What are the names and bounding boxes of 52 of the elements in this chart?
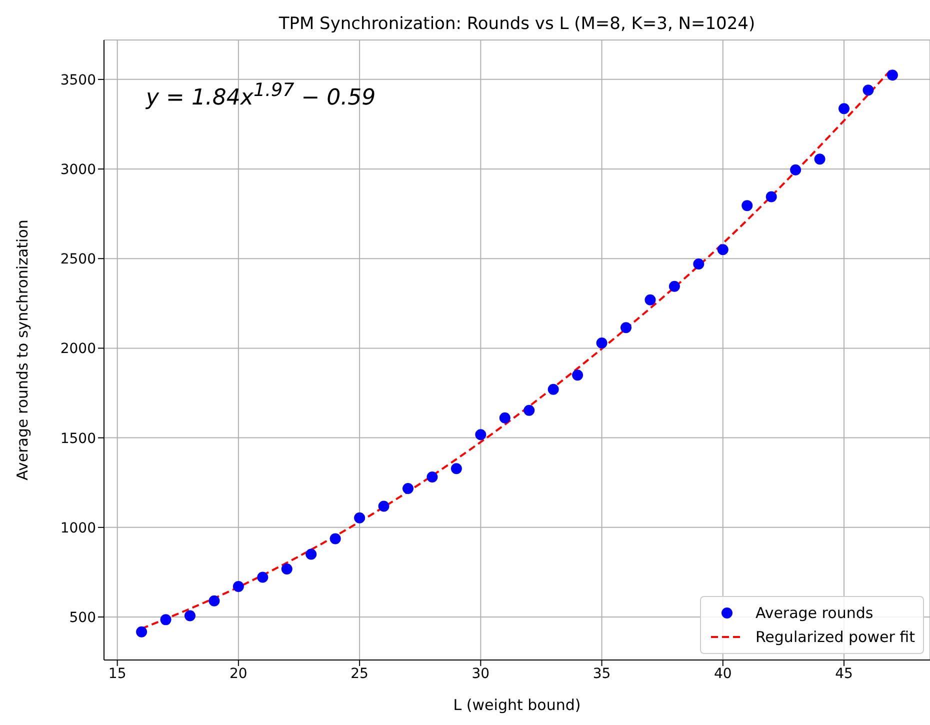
y-axis-title: Average rounds to synchronization [13,220,32,480]
point [160,614,172,626]
point [257,572,268,583]
point [766,191,777,202]
x-tick-label: 45 [835,666,853,682]
point [136,626,148,638]
y-tick-label: 500 [69,610,96,626]
point [475,429,486,440]
x-tick-label: 30 [472,666,490,682]
y-tick-label: 1500 [60,430,96,447]
point [644,294,656,306]
point [426,472,438,483]
y-tick-label: 2500 [60,252,96,268]
annotation: y = 1.84x$^{1.97}$ − 0.59 [146,80,376,110]
x-tick-label: 15 [108,666,126,682]
point [281,563,292,574]
x-tick-label: 40 [714,666,732,682]
chart-title: TPM Synchronization: Rounds vs L (M=8, K=3, N=1024) [278,14,756,34]
point [402,483,414,494]
point [378,500,390,512]
x-tick-label: 35 [592,666,611,682]
y-tick-label: 2000 [60,341,96,358]
point [886,70,898,81]
point [717,244,728,256]
point [572,370,584,381]
point [668,280,680,292]
point [208,595,220,606]
x-tick-label: 25 [350,666,368,682]
point [814,154,826,165]
point [232,581,244,592]
legend-label: Average rounds [755,603,874,624]
point [450,463,462,474]
legend-label: Regularized power fit [755,627,915,648]
point [499,412,510,424]
y-tick-label: 3500 [60,72,96,88]
point [524,404,535,416]
y-tick-label: 1000 [60,520,96,536]
point [596,338,608,349]
point [184,610,196,622]
point [862,84,874,96]
x-tick-label: 20 [230,666,248,682]
point [306,548,317,560]
point [330,533,341,544]
point [742,200,753,212]
point [790,164,802,176]
x-axis-title: L (weight bound) [453,696,581,714]
point [838,103,850,114]
point [548,384,559,395]
point [620,322,632,334]
point [693,258,704,270]
point [354,512,366,524]
y-tick-label: 3000 [60,162,96,178]
